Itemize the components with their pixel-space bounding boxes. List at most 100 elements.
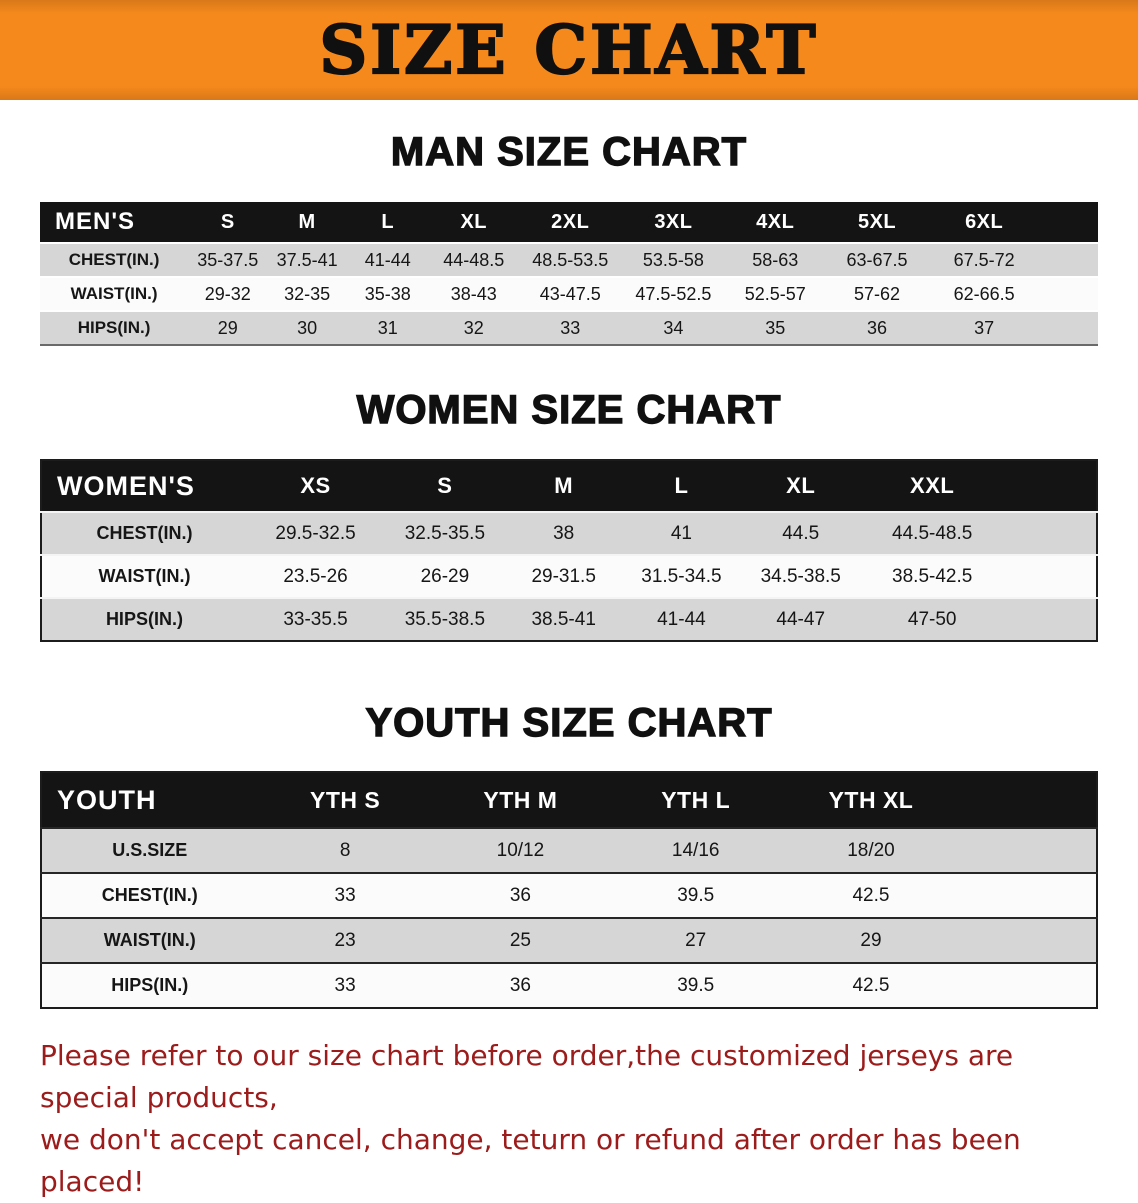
value-cell: 41-44 [346, 243, 429, 277]
row-label: WAIST(IN.) [41, 555, 247, 598]
value-cell: 44.5 [741, 512, 861, 555]
men-col-m: M [267, 202, 347, 243]
spacer-cell [1039, 243, 1098, 277]
women-row-chest-in: CHEST(IN.) 29.5-32.5 32.5-35.5 38 41 44.5 44.5… [41, 512, 1097, 555]
value-cell: 26-29 [384, 555, 506, 598]
value-cell: 53.5-58 [621, 243, 725, 277]
value-cell: 37.5-41 [267, 243, 347, 277]
women-row-hips-in: HIPS(IN.) 33-35.5 35.5-38.5 38.5-41 41-44 44-… [41, 598, 1097, 641]
value-cell: 34.5-38.5 [741, 555, 861, 598]
men-col-3xl: 3XL [621, 202, 725, 243]
men-size-section: MAN SIZE CHART MEN'S S M L XL 2XL 3XL 4XL 5XL 6XL… [0, 128, 1138, 346]
value-cell: 37 [928, 311, 1040, 345]
spacer-cell [958, 772, 1097, 828]
value-cell: 33 [518, 311, 622, 345]
size-chart-banner: SIZE CHART [0, 0, 1138, 100]
row-label: CHEST(IN.) [41, 512, 247, 555]
value-cell: 10/12 [432, 828, 609, 873]
spacer-cell [1039, 202, 1098, 243]
women-col-l: L [621, 460, 742, 512]
women-col-xl: XL [741, 460, 861, 512]
men-corner-label: MEN'S [40, 202, 189, 243]
value-cell: 29 [783, 918, 959, 963]
row-label: HIPS(IN.) [41, 963, 258, 1008]
women-header-row: WOMEN'S XS S M L XL XXL [41, 460, 1097, 512]
value-cell: 29-32 [188, 277, 268, 311]
value-cell: 38 [505, 512, 622, 555]
value-cell: 58-63 [724, 243, 826, 277]
spacer-cell [958, 828, 1097, 873]
value-cell: 31 [346, 311, 429, 345]
value-cell: 31.5-34.5 [621, 555, 742, 598]
value-cell: 44-47 [741, 598, 861, 641]
disclaimer-line-1: Please refer to our size chart before or… [40, 1039, 1014, 1114]
value-cell: 35 [724, 311, 826, 345]
value-cell: 57-62 [825, 277, 929, 311]
spacer-cell [1004, 512, 1097, 555]
women-size-section: WOMEN SIZE CHART WOMEN'S XS S M L XL XXL CHEST(… [0, 386, 1138, 642]
men-col-2xl: 2XL [518, 202, 622, 243]
women-size-table: WOMEN'S XS S M L XL XXL CHEST(IN.) 29.5-32.5 32.5… [40, 459, 1098, 642]
youth-row-hips-in: HIPS(IN.) 33 36 39.5 42.5 [41, 963, 1097, 1008]
value-cell: 35.5-38.5 [384, 598, 506, 641]
women-row-waist-in: WAIST(IN.) 23.5-26 26-29 29-31.5 31.5-34.5 34… [41, 555, 1097, 598]
value-cell: 33 [257, 963, 433, 1008]
value-cell: 34 [621, 311, 725, 345]
value-cell: 8 [257, 828, 433, 873]
value-cell: 29-31.5 [505, 555, 622, 598]
spacer-cell [1039, 277, 1098, 311]
men-row-hips-in: HIPS(IN.) 29 30 31 32 33 34 35 36 37 [40, 311, 1098, 345]
value-cell: 39.5 [608, 963, 784, 1008]
value-cell: 33-35.5 [246, 598, 385, 641]
row-label: WAIST(IN.) [40, 277, 189, 311]
spacer-cell [1004, 555, 1097, 598]
men-col-5xl: 5XL [825, 202, 929, 243]
row-label: CHEST(IN.) [41, 873, 258, 918]
value-cell: 14/16 [608, 828, 784, 873]
value-cell: 43-47.5 [518, 277, 622, 311]
value-cell: 38-43 [428, 277, 519, 311]
men-row-waist-in: WAIST(IN.) 29-32 32-35 35-38 38-43 43-47.5 47.… [40, 277, 1098, 311]
men-col-4xl: 4XL [724, 202, 826, 243]
women-size-table-container: WOMEN'S XS S M L XL XXL CHEST(IN.) 29.5-32.5 32.5… [40, 459, 1098, 642]
value-cell: 25 [432, 918, 609, 963]
men-col-l: L [346, 202, 429, 243]
men-col-xl: XL [428, 202, 519, 243]
value-cell: 23 [257, 918, 433, 963]
men-row-chest-in: CHEST(IN.) 35-37.5 37.5-41 41-44 44-48.5 48.5… [40, 243, 1098, 277]
men-col-s: S [188, 202, 268, 243]
value-cell: 44.5-48.5 [860, 512, 1004, 555]
value-cell: 36 [825, 311, 929, 345]
youth-col-yth-l: YTH L [608, 772, 784, 828]
value-cell: 30 [267, 311, 347, 345]
youth-col-yth-m: YTH M [432, 772, 609, 828]
men-header-row: MEN'S S M L XL 2XL 3XL 4XL 5XL 6XL [40, 202, 1098, 243]
value-cell: 44-48.5 [428, 243, 519, 277]
value-cell: 29 [188, 311, 268, 345]
youth-col-yth-xl: YTH XL [783, 772, 959, 828]
row-label: CHEST(IN.) [40, 243, 189, 277]
value-cell: 18/20 [783, 828, 959, 873]
value-cell: 67.5-72 [928, 243, 1040, 277]
value-cell: 42.5 [783, 963, 959, 1008]
spacer-cell [958, 918, 1097, 963]
value-cell: 38.5-41 [505, 598, 622, 641]
value-cell: 62-66.5 [928, 277, 1040, 311]
spacer-cell [1004, 460, 1097, 512]
value-cell: 38.5-42.5 [860, 555, 1004, 598]
value-cell: 42.5 [783, 873, 959, 918]
women-col-xxl: XXL [860, 460, 1004, 512]
youth-row-u-s-size: U.S.SIZE 8 10/12 14/16 18/20 [41, 828, 1097, 873]
row-label: HIPS(IN.) [40, 311, 189, 345]
value-cell: 29.5-32.5 [246, 512, 385, 555]
youth-corner-label: YOUTH [41, 772, 258, 828]
spacer-cell [958, 873, 1097, 918]
value-cell: 27 [608, 918, 784, 963]
value-cell: 47.5-52.5 [621, 277, 725, 311]
spacer-cell [1004, 598, 1097, 641]
value-cell: 35-38 [346, 277, 429, 311]
youth-size-table: YOUTH YTH S YTH M YTH L YTH XL U.S.SIZE 8 10/12… [40, 771, 1098, 1009]
youth-size-table-container: YOUTH YTH S YTH M YTH L YTH XL U.S.SIZE 8 10/12… [40, 771, 1098, 1009]
row-label: HIPS(IN.) [41, 598, 247, 641]
youth-row-waist-in: WAIST(IN.) 23 25 27 29 [41, 918, 1097, 963]
